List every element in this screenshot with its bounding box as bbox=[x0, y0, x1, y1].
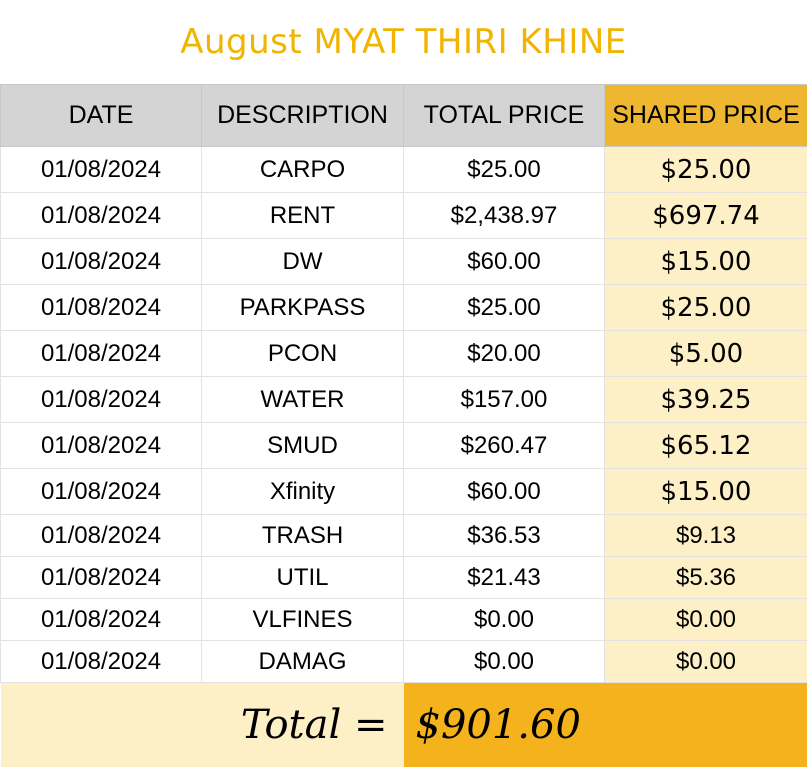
header-shared-price[interactable]: SHARED PRICE bbox=[604, 84, 807, 147]
cell-description[interactable]: RENT bbox=[201, 192, 404, 239]
cell-total-price[interactable]: $0.00 bbox=[403, 640, 605, 683]
cell-date[interactable]: 01/08/2024 bbox=[0, 640, 202, 683]
cell-shared-price[interactable]: $15.00 bbox=[604, 238, 807, 285]
cell-description[interactable]: VLFINES bbox=[201, 598, 404, 641]
cell-total-price[interactable]: $0.00 bbox=[403, 598, 605, 641]
cell-description[interactable]: PARKPASS bbox=[201, 284, 404, 331]
cell-total-price[interactable]: $25.00 bbox=[403, 146, 605, 193]
cell-total-price[interactable]: $60.00 bbox=[403, 468, 605, 515]
cell-description[interactable]: Xfinity bbox=[201, 468, 404, 515]
cell-total-price[interactable]: $260.47 bbox=[403, 422, 605, 469]
header-total-price[interactable]: TOTAL PRICE bbox=[403, 84, 605, 147]
cell-shared-price[interactable]: $0.00 bbox=[604, 598, 807, 641]
cell-shared-price[interactable]: $25.00 bbox=[604, 146, 807, 193]
expense-table: DATE DESCRIPTION TOTAL PRICE SHARED PRIC… bbox=[0, 84, 807, 767]
table-row: 01/08/2024 DW $60.00 $15.00 bbox=[0, 238, 807, 285]
table-row: 01/08/2024 CARPO $25.00 $25.00 bbox=[0, 146, 807, 193]
cell-description[interactable]: CARPO bbox=[201, 146, 404, 193]
cell-shared-price[interactable]: $15.00 bbox=[604, 468, 807, 515]
cell-date[interactable]: 01/08/2024 bbox=[0, 146, 202, 193]
cell-date[interactable]: 01/08/2024 bbox=[0, 422, 202, 469]
cell-shared-price[interactable]: $25.00 bbox=[604, 284, 807, 331]
cell-date[interactable]: 01/08/2024 bbox=[0, 468, 202, 515]
cell-total-price[interactable]: $21.43 bbox=[403, 556, 605, 599]
cell-date[interactable]: 01/08/2024 bbox=[0, 598, 202, 641]
header-row: DATE DESCRIPTION TOTAL PRICE SHARED PRIC… bbox=[0, 84, 807, 147]
table-row: 01/08/2024 Xfinity $60.00 $15.00 bbox=[0, 468, 807, 515]
cell-shared-price[interactable]: $39.25 bbox=[604, 376, 807, 423]
cell-total-price[interactable]: $2,438.97 bbox=[403, 192, 605, 239]
table-row: 01/08/2024 RENT $2,438.97 $697.74 bbox=[0, 192, 807, 239]
total-label[interactable]: Total = bbox=[0, 682, 404, 767]
table-row: 01/08/2024 DAMAG $0.00 $0.00 bbox=[0, 640, 807, 683]
cell-date[interactable]: 01/08/2024 bbox=[0, 284, 202, 331]
cell-shared-price[interactable]: $5.36 bbox=[604, 556, 807, 599]
table-row: 01/08/2024 TRASH $36.53 $9.13 bbox=[0, 514, 807, 557]
cell-description[interactable]: DAMAG bbox=[201, 640, 404, 683]
cell-date[interactable]: 01/08/2024 bbox=[0, 192, 202, 239]
cell-shared-price[interactable]: $0.00 bbox=[604, 640, 807, 683]
cell-total-price[interactable]: $157.00 bbox=[403, 376, 605, 423]
cell-shared-price[interactable]: $697.74 bbox=[604, 192, 807, 239]
cell-description[interactable]: SMUD bbox=[201, 422, 404, 469]
cell-description[interactable]: DW bbox=[201, 238, 404, 285]
cell-total-price[interactable]: $60.00 bbox=[403, 238, 605, 285]
cell-total-price[interactable]: $36.53 bbox=[403, 514, 605, 557]
cell-date[interactable]: 01/08/2024 bbox=[0, 514, 202, 557]
total-value[interactable]: $901.60 bbox=[403, 682, 807, 767]
cell-description[interactable]: UTIL bbox=[201, 556, 404, 599]
cell-total-price[interactable]: $25.00 bbox=[403, 284, 605, 331]
cell-description[interactable]: TRASH bbox=[201, 514, 404, 557]
table-row: 01/08/2024 VLFINES $0.00 $0.00 bbox=[0, 598, 807, 641]
cell-description[interactable]: WATER bbox=[201, 376, 404, 423]
header-description[interactable]: DESCRIPTION bbox=[201, 84, 404, 147]
cell-date[interactable]: 01/08/2024 bbox=[0, 238, 202, 285]
cell-total-price[interactable]: $20.00 bbox=[403, 330, 605, 377]
total-row: Total = $901.60 bbox=[0, 682, 807, 767]
table-row: 01/08/2024 WATER $157.00 $39.25 bbox=[0, 376, 807, 423]
cell-date[interactable]: 01/08/2024 bbox=[0, 376, 202, 423]
table-row: 01/08/2024 UTIL $21.43 $5.36 bbox=[0, 556, 807, 599]
cell-date[interactable]: 01/08/2024 bbox=[0, 556, 202, 599]
sheet-title: August MYAT THIRI KHINE bbox=[180, 22, 627, 62]
table-row: 01/08/2024 SMUD $260.47 $65.12 bbox=[0, 422, 807, 469]
table-row: 01/08/2024 PCON $20.00 $5.00 bbox=[0, 330, 807, 377]
cell-shared-price[interactable]: $65.12 bbox=[604, 422, 807, 469]
cell-shared-price[interactable]: $9.13 bbox=[604, 514, 807, 557]
table-row: 01/08/2024 PARKPASS $25.00 $25.00 bbox=[0, 284, 807, 331]
cell-description[interactable]: PCON bbox=[201, 330, 404, 377]
cell-date[interactable]: 01/08/2024 bbox=[0, 330, 202, 377]
cell-shared-price[interactable]: $5.00 bbox=[604, 330, 807, 377]
header-date[interactable]: DATE bbox=[0, 84, 202, 147]
